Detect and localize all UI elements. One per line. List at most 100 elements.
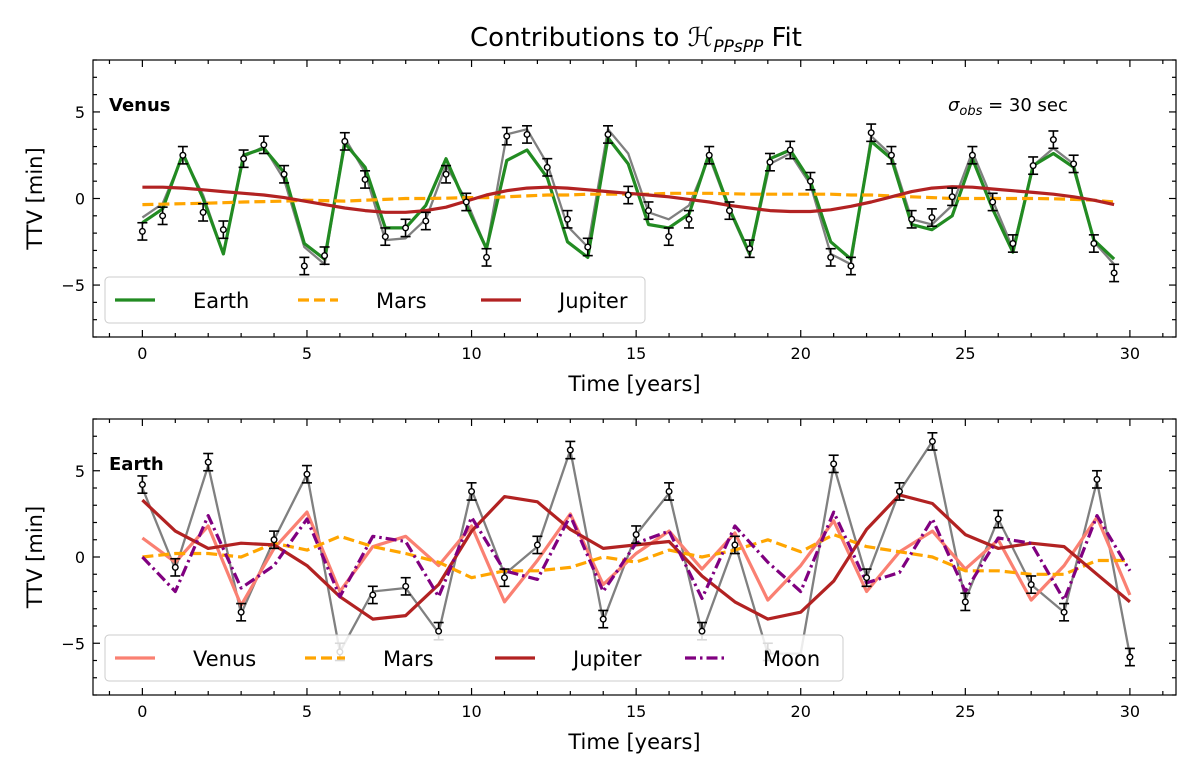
observed-marker <box>604 130 612 138</box>
venus-ttv-panel: 0 5 10 15 20 25 30 −5 0 5 Time [years] TTV [min] Ven… <box>23 59 1177 396</box>
panel-label: Venus <box>109 95 171 116</box>
observed-point <box>499 568 510 588</box>
observed-point <box>1091 469 1102 489</box>
observed-point <box>542 157 553 177</box>
observed-point <box>441 164 452 184</box>
observed-point <box>582 237 593 257</box>
observed-point <box>1109 263 1120 283</box>
observed-point <box>947 187 958 207</box>
observed-point <box>170 557 181 577</box>
legend-box <box>104 634 844 682</box>
observed-point <box>927 431 938 451</box>
observed-point <box>785 140 796 160</box>
y-tick-label: 5 <box>75 462 85 481</box>
x-tick-label: 20 <box>791 344 811 363</box>
legend-label-mars: Mars <box>376 289 427 313</box>
observed-point <box>729 535 740 555</box>
observed-marker <box>543 163 551 171</box>
observed-marker <box>1090 240 1098 248</box>
observed-marker <box>199 208 207 216</box>
series-line-mars <box>142 532 1130 580</box>
observed-marker <box>280 170 288 178</box>
observed-point <box>598 609 609 629</box>
observed-point <box>764 152 775 172</box>
observed-point <box>805 171 816 191</box>
observed-marker <box>138 227 146 235</box>
observed-marker <box>705 151 713 159</box>
observed-marker <box>240 155 248 163</box>
observed-point <box>1088 234 1099 253</box>
y-tick-label: 0 <box>75 190 85 209</box>
plot-area <box>137 123 1120 283</box>
observed-marker <box>381 233 389 241</box>
observed-marker <box>644 207 652 215</box>
observed-point <box>319 246 330 266</box>
y-tick-label: 5 <box>75 103 85 122</box>
observed-marker <box>468 487 476 495</box>
observed-marker <box>1060 608 1068 616</box>
observed-marker <box>204 458 212 466</box>
legend-label-mars: Mars <box>383 647 434 671</box>
observed-point <box>866 123 877 143</box>
legend-label-jupiter: Jupiter <box>571 647 642 671</box>
observed-point <box>993 509 1004 529</box>
observed-marker <box>483 253 491 261</box>
observed-point <box>828 454 839 474</box>
observed-point <box>603 124 614 144</box>
x-tick-label: 10 <box>461 702 481 721</box>
observed-marker <box>523 130 531 138</box>
observed-marker <box>895 487 903 495</box>
legend-label-earth: Earth <box>193 289 249 313</box>
observed-point <box>565 440 576 460</box>
observed-marker <box>632 531 640 539</box>
observed-marker <box>698 627 706 635</box>
observed-marker <box>219 226 227 234</box>
observed-marker <box>361 175 369 183</box>
observed-marker <box>928 214 936 222</box>
observed-point <box>631 525 642 545</box>
plot-area <box>137 431 1135 667</box>
observed-marker <box>746 245 754 253</box>
x-tick-label: 5 <box>302 344 312 363</box>
observed-point <box>203 452 214 472</box>
observed-point <box>1007 234 1018 253</box>
x-axis-label: Time [years] <box>567 730 700 754</box>
x-tick-label: 5 <box>302 702 312 721</box>
observed-point <box>522 124 533 144</box>
observed-point <box>845 256 856 276</box>
x-tick-label: 20 <box>791 702 811 721</box>
observed-marker <box>462 198 470 206</box>
observed-point <box>461 192 472 212</box>
observed-point <box>562 209 573 229</box>
observed-point <box>1068 154 1079 174</box>
observed-marker <box>847 262 855 270</box>
observed-marker <box>341 137 349 145</box>
observed-point <box>466 482 477 501</box>
x-axis-label: Time [years] <box>567 372 700 396</box>
observed-marker <box>1093 475 1101 483</box>
sigma-value: = 30 sec <box>982 95 1068 116</box>
observed-point <box>1059 602 1070 622</box>
observed-point <box>704 145 715 165</box>
observed-marker <box>159 212 167 220</box>
observed-marker <box>766 158 774 166</box>
observed-marker <box>270 536 278 544</box>
observed-point <box>137 221 148 241</box>
observed-point <box>279 164 290 184</box>
observed-point <box>744 239 755 259</box>
observed-marker <box>435 627 443 635</box>
observed-marker <box>731 541 739 549</box>
observed-marker <box>1027 581 1035 589</box>
legend: Earth Mars Jupiter <box>104 276 646 324</box>
observed-marker <box>300 262 308 270</box>
axes-frame <box>92 59 1177 338</box>
legend: Venus Mars Jupiter Moon <box>104 634 844 682</box>
observed-point <box>218 220 229 240</box>
observed-point <box>894 482 905 501</box>
observed-marker <box>989 198 997 206</box>
observed-point <box>1026 575 1037 595</box>
observed-marker <box>725 207 733 215</box>
observed-marker <box>1070 160 1078 168</box>
observed-point <box>236 602 247 622</box>
legend-box <box>104 276 646 324</box>
